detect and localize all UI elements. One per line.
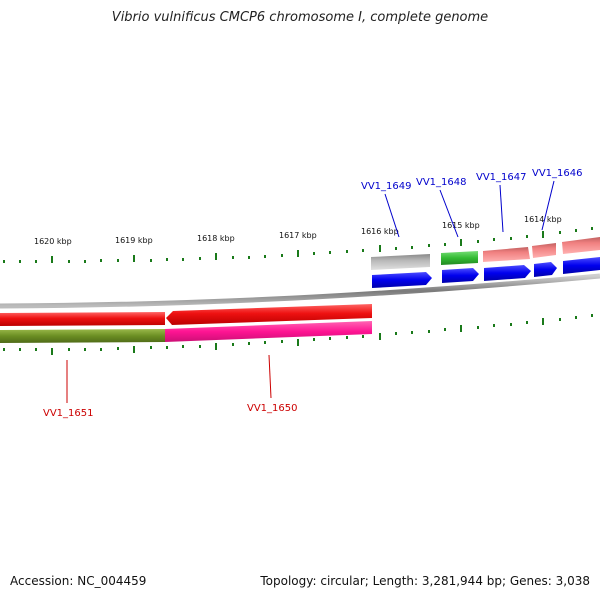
ruler-label-1618: 1618 kbp [197,234,235,243]
ruler-label-1616: 1616 kbp [361,227,399,236]
cds-arrow-vv1-1646[interactable] [534,262,557,277]
cds-arrow-next[interactable] [563,257,600,274]
reverse-leader-lines [66,354,272,403]
ruler-label-1615: 1615 kbp [442,221,480,230]
gene-label-vv1-1649[interactable]: VV1_1649 [361,181,412,192]
ruler-label-1617: 1617 kbp [279,231,317,240]
genome-stats-label: Topology: circular; Length: 3,281,944 bp… [260,574,590,588]
cds-arrow-vv1-1650[interactable] [166,304,372,325]
ruler-label-1620: 1620 kbp [34,237,72,246]
reverse-cds-arrows[interactable] [0,304,372,326]
ruler-labels: 1620 kbp 1619 kbp 1618 kbp 1617 kbp 1616… [34,215,562,246]
ruler-label-1614: 1614 kbp [524,215,562,224]
gene-label-vv1-1651[interactable]: VV1_1651 [43,408,94,419]
gene-block-vv1-1649[interactable] [371,254,430,270]
forward-features-upper[interactable] [371,237,600,270]
gene-block-vv1-1651[interactable] [0,329,165,343]
cds-arrow-vv1-1651[interactable] [0,312,165,326]
ruler-ticks-lower [3,314,593,355]
reverse-gene-labels: VV1_1651 VV1_1650 [43,403,298,419]
forward-gene-labels: VV1_1649 VV1_1648 VV1_1647 VV1_1646 [361,168,583,192]
ruler-ticks-upper [3,227,593,263]
ruler-label-1619: 1619 kbp [115,236,153,245]
map-title: Vibrio vulnificus CMCP6 chromosome I, co… [111,10,489,25]
gene-label-vv1-1650[interactable]: VV1_1650 [247,403,298,414]
forward-cds-arrows[interactable] [372,257,600,288]
genome-backbone [0,273,600,309]
cds-arrow-vv1-1647[interactable] [484,265,531,281]
gene-label-vv1-1648[interactable]: VV1_1648 [416,177,467,188]
reverse-features-lower[interactable] [0,321,372,343]
gene-block-vv1-1650[interactable] [165,321,372,342]
forward-leader-lines [384,180,555,238]
gene-label-vv1-1647[interactable]: VV1_1647 [476,172,527,183]
cds-arrow-vv1-1649[interactable] [372,272,432,288]
gene-block-next[interactable] [562,237,600,254]
gene-label-vv1-1646[interactable]: VV1_1646 [532,168,583,179]
cds-arrow-vv1-1648[interactable] [442,268,479,283]
gene-block-vv1-1648[interactable] [441,251,478,265]
gene-block-vv1-1647[interactable] [483,247,530,262]
gene-block-vv1-1646[interactable] [532,243,556,258]
accession-label: Accession: NC_004459 [10,574,147,588]
